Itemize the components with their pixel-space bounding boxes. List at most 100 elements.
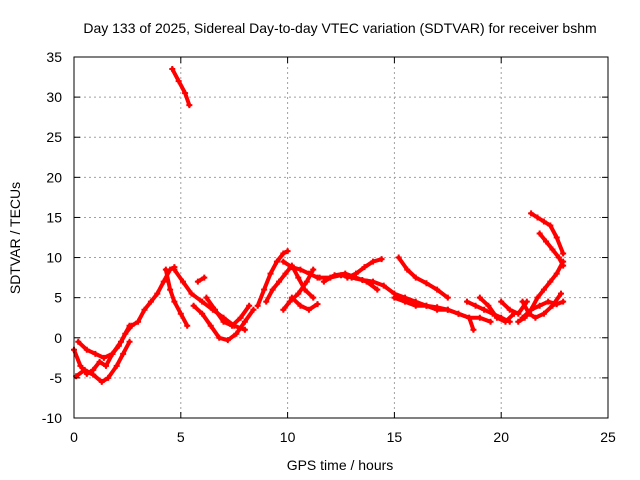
data-point (528, 210, 535, 217)
x-tick-label: 25 (600, 429, 616, 445)
data-point (167, 286, 174, 293)
data-point (560, 298, 567, 305)
data-point (184, 322, 191, 329)
y-tick-label: 0 (54, 330, 62, 346)
data-point (284, 248, 291, 255)
data-point (380, 282, 387, 289)
data-point (536, 230, 543, 237)
data-point (160, 278, 167, 285)
x-tick-label: 15 (387, 429, 403, 445)
series-line (191, 303, 256, 343)
data-point (177, 310, 184, 317)
data-point (553, 301, 560, 308)
series-trace-7 (190, 302, 257, 344)
chart-title: Day 133 of 2025, Sidereal Day-to-day VTE… (83, 20, 596, 36)
data-point (370, 278, 377, 285)
data-point (543, 238, 550, 245)
series-trace-8 (203, 294, 253, 329)
data-point (547, 222, 554, 229)
series-trace-9 (194, 274, 208, 285)
data-point (547, 278, 554, 285)
data-point (186, 102, 193, 109)
data-point (487, 318, 494, 325)
data-point (560, 250, 567, 257)
series-trace-5 (162, 266, 191, 329)
data-point (560, 262, 567, 269)
data-point (267, 270, 274, 277)
series-trace-10 (254, 248, 291, 309)
data-point (310, 294, 317, 301)
x-tick-label: 20 (493, 429, 509, 445)
data-point (90, 371, 97, 378)
series-line (204, 295, 252, 328)
data-point (280, 258, 287, 265)
data-point (211, 306, 218, 313)
data-point (481, 306, 488, 313)
data-point (423, 302, 430, 309)
data-point (320, 278, 327, 285)
data-point (169, 66, 176, 73)
x-tick-label: 0 (70, 429, 78, 445)
data-point (250, 306, 257, 313)
data-point (305, 306, 312, 313)
data-point (534, 214, 541, 221)
data-point (391, 294, 398, 301)
data-point (395, 254, 402, 261)
data-point (310, 266, 317, 273)
data-point (229, 322, 236, 329)
data-point (404, 266, 411, 273)
data-point (558, 290, 565, 297)
data-point (135, 318, 142, 325)
data-point (203, 294, 210, 301)
series-line (317, 273, 476, 332)
series-trace-26 (536, 230, 567, 269)
data-point (540, 218, 547, 225)
data-point (370, 258, 377, 265)
data-point (246, 302, 253, 309)
data-series (71, 66, 567, 385)
data-point (120, 350, 127, 357)
data-point (117, 338, 124, 345)
data-point (506, 306, 513, 313)
y-tick-label: 10 (46, 250, 62, 266)
data-point (92, 350, 99, 357)
data-point (434, 286, 441, 293)
data-point (412, 274, 419, 281)
y-tick-label: 15 (46, 209, 62, 225)
data-point (241, 326, 248, 333)
series-trace-19 (391, 294, 494, 325)
data-point (528, 306, 535, 313)
data-point (126, 338, 133, 345)
data-point (303, 278, 310, 285)
data-point (201, 274, 208, 281)
series-line (289, 295, 320, 312)
data-point (77, 362, 84, 369)
y-tick-label: -5 (50, 370, 63, 386)
data-point (466, 314, 473, 321)
data-point (237, 314, 244, 321)
data-point (297, 302, 304, 309)
data-point (126, 322, 133, 329)
data-point (175, 78, 182, 85)
data-point (273, 258, 280, 265)
data-point (532, 314, 539, 321)
data-point (464, 298, 471, 305)
series-trace-27 (498, 298, 530, 317)
data-point (207, 322, 214, 329)
data-point (199, 298, 206, 305)
data-point (342, 270, 349, 277)
data-point (515, 310, 522, 317)
data-point (314, 301, 321, 308)
data-point (83, 346, 90, 353)
data-point (182, 90, 189, 97)
data-point (98, 378, 105, 385)
data-point (199, 310, 206, 317)
data-point (105, 374, 112, 381)
data-point (540, 286, 547, 293)
data-point (476, 314, 483, 321)
x-tick-label: 5 (177, 429, 185, 445)
data-point (113, 362, 120, 369)
series-trace-1 (71, 264, 178, 377)
data-point (412, 302, 419, 309)
y-tick-label: 35 (46, 49, 62, 65)
